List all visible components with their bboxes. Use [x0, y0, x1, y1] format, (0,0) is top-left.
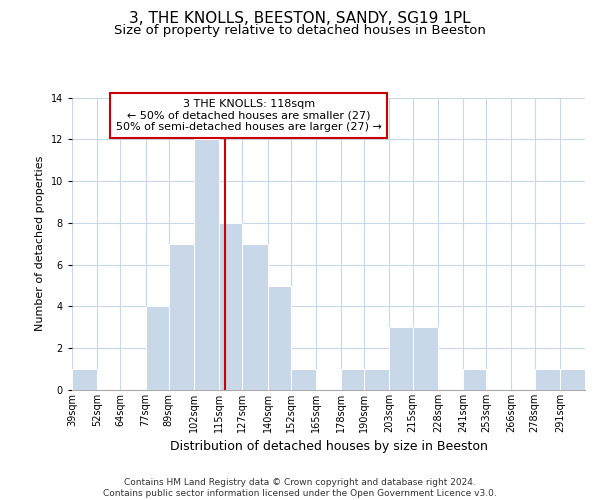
Bar [413, 328, 438, 390]
Bar [364, 369, 389, 390]
Bar [341, 369, 364, 390]
Bar [463, 369, 486, 390]
Bar [194, 140, 219, 390]
Bar [268, 286, 291, 390]
Bar [291, 369, 316, 390]
Bar [560, 369, 585, 390]
Y-axis label: Number of detached properties: Number of detached properties [35, 156, 45, 332]
Text: Contains HM Land Registry data © Crown copyright and database right 2024.
Contai: Contains HM Land Registry data © Crown c… [103, 478, 497, 498]
Bar [219, 223, 242, 390]
Text: 3 THE KNOLLS: 118sqm
← 50% of detached houses are smaller (27)
50% of semi-detac: 3 THE KNOLLS: 118sqm ← 50% of detached h… [116, 99, 382, 132]
Bar [242, 244, 268, 390]
Text: Size of property relative to detached houses in Beeston: Size of property relative to detached ho… [114, 24, 486, 37]
Text: 3, THE KNOLLS, BEESTON, SANDY, SG19 1PL: 3, THE KNOLLS, BEESTON, SANDY, SG19 1PL [129, 11, 471, 26]
Bar [72, 369, 97, 390]
Bar [535, 369, 560, 390]
Bar [389, 328, 413, 390]
Bar [146, 306, 169, 390]
Bar [169, 244, 194, 390]
X-axis label: Distribution of detached houses by size in Beeston: Distribution of detached houses by size … [170, 440, 487, 454]
